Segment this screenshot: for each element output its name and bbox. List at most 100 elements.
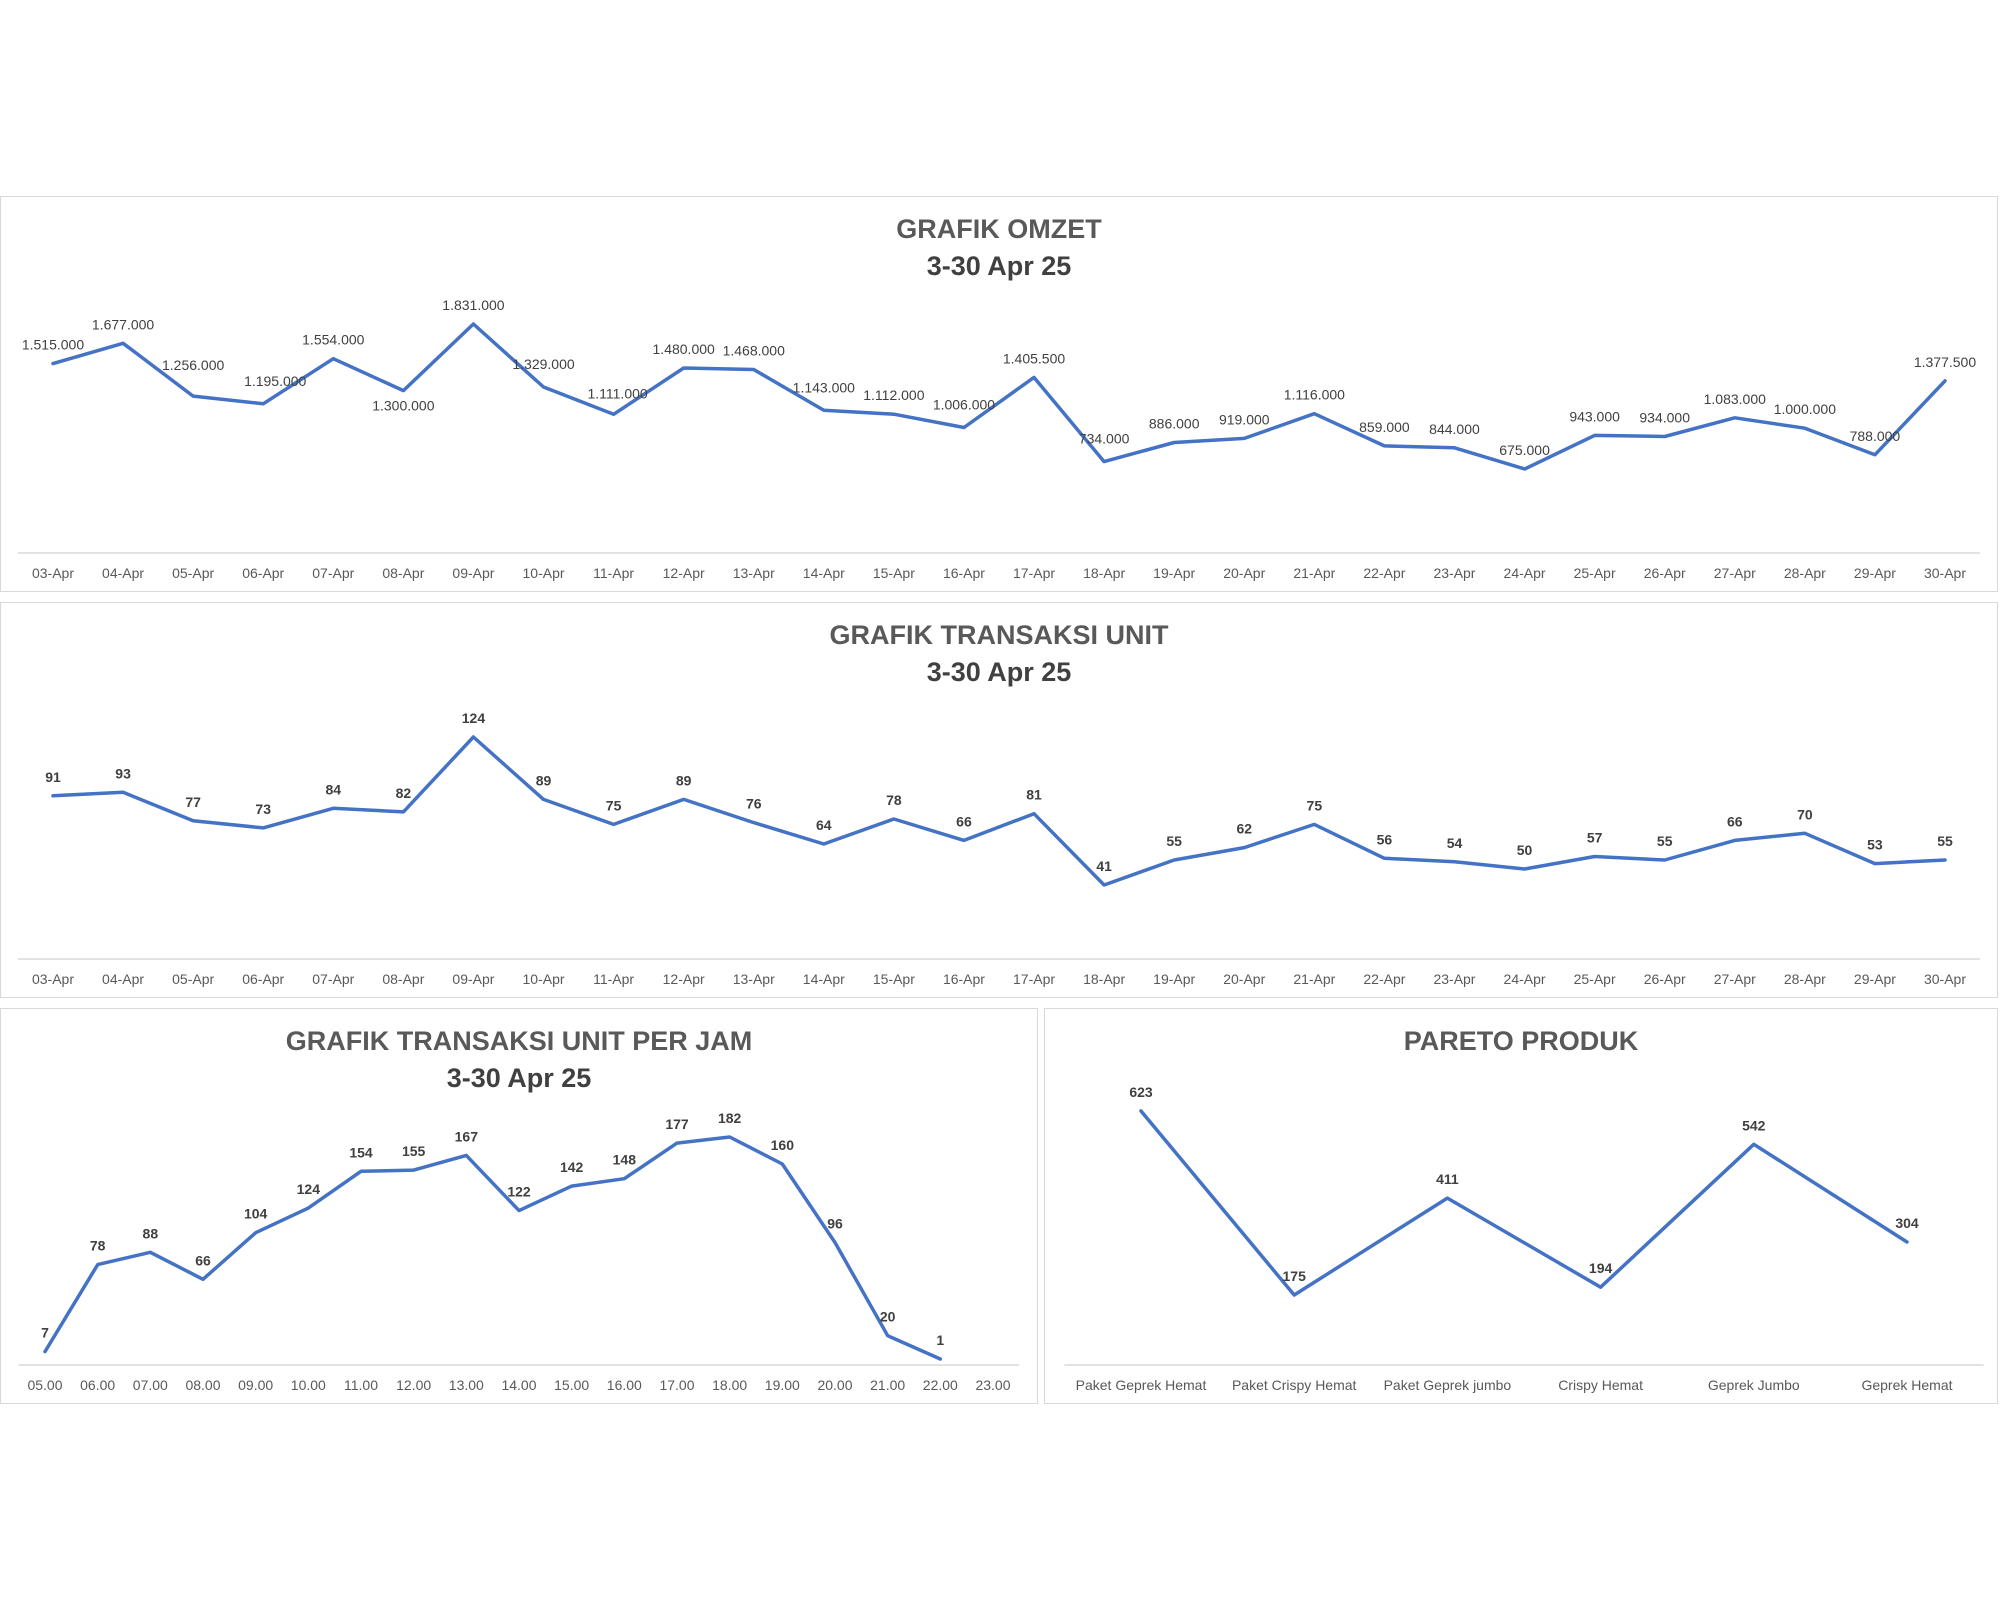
data-label: 142 (560, 1159, 584, 1175)
data-label: 78 (886, 792, 902, 808)
data-label: 1.677.000 (92, 316, 154, 332)
data-label: 62 (1236, 821, 1252, 837)
data-label: 124 (297, 1181, 321, 1197)
x-tick-label: 17.00 (659, 1377, 694, 1393)
chart-subtitle-text: 3-30 Apr 25 (926, 657, 1072, 687)
x-tick-label: 07-Apr (312, 565, 354, 581)
data-label: 194 (1589, 1260, 1613, 1276)
x-tick-label: 19-Apr (1153, 971, 1195, 987)
data-label: 89 (536, 772, 552, 788)
data-label: 93 (115, 765, 131, 781)
x-tick-label: 15.00 (554, 1377, 589, 1393)
x-tick-label: 26-Apr (1644, 971, 1686, 987)
x-tick-label: 20.00 (817, 1377, 852, 1393)
x-tick-label: 19.00 (765, 1377, 800, 1393)
data-label: 1.300.000 (372, 398, 434, 414)
data-label: 91 (45, 769, 61, 785)
x-tick-label: 28-Apr (1784, 971, 1826, 987)
data-label: 1.256.000 (162, 357, 224, 373)
x-tick-label: 30-Apr (1924, 971, 1966, 987)
data-label: 70 (1797, 806, 1813, 822)
x-tick-label: Crispy Hemat (1558, 1377, 1643, 1393)
x-tick-label: 14-Apr (803, 971, 845, 987)
data-label: 76 (746, 796, 762, 812)
x-tick-label: 09.00 (238, 1377, 273, 1393)
x-tick-label: 16-Apr (943, 971, 985, 987)
data-label: 1.000.000 (1774, 401, 1836, 417)
chart-title-unit: GRAFIK TRANSAKSI UNIT 3-30 Apr 25 (1, 617, 1997, 691)
x-tick-label: 08-Apr (382, 971, 424, 987)
data-label: 53 (1867, 837, 1883, 853)
data-label: 1.831.000 (442, 297, 504, 313)
series-line (1139, 1109, 1909, 1297)
x-tick-label: 27-Apr (1714, 565, 1756, 581)
x-tick-label: 08-Apr (382, 565, 424, 581)
data-label: 675.000 (1499, 442, 1550, 458)
data-label: 66 (195, 1252, 211, 1268)
data-label: 1.405.500 (1003, 350, 1065, 366)
data-label: 75 (1307, 797, 1323, 813)
data-label: 788.000 (1850, 428, 1901, 444)
chart-title-pareto: PARETO PRODUK (1045, 1023, 1997, 1060)
chart-panel-jam: GRAFIK TRANSAKSI UNIT PER JAM 3-30 Apr 2… (0, 1008, 1038, 1404)
x-tick-label: 03-Apr (32, 971, 74, 987)
data-label: 66 (1727, 813, 1743, 829)
x-tick-label: Geprek Hemat (1861, 1377, 1952, 1393)
chart-subtitle-text: 3-30 Apr 25 (446, 1063, 592, 1093)
data-label: 304 (1895, 1215, 1919, 1231)
x-tick-label: Paket Geprek jumbo (1384, 1377, 1512, 1393)
x-tick-label: 09-Apr (452, 971, 494, 987)
data-label: 154 (349, 1144, 373, 1160)
data-label: 1.111.000 (587, 385, 647, 401)
chart-panel-pareto: PARETO PRODUK Paket Geprek Hemat Paket Cr… (1044, 1008, 1998, 1404)
data-label: 54 (1447, 835, 1463, 851)
data-label: 1 (936, 1332, 944, 1348)
data-label: 88 (143, 1225, 159, 1241)
chart-title-jam: GRAFIK TRANSAKSI UNIT PER JAM 3-30 Apr 2… (1, 1023, 1037, 1097)
series-line (51, 735, 1947, 887)
x-tick-label: 08.00 (185, 1377, 220, 1393)
data-label: 96 (827, 1215, 843, 1231)
data-label: 919.000 (1219, 411, 1270, 427)
x-tick-label: 18.00 (712, 1377, 747, 1393)
data-label: 78 (90, 1238, 106, 1254)
x-tick-label: 23-Apr (1433, 971, 1475, 987)
chart-title-text: GRAFIK TRANSAKSI UNIT PER JAM (285, 1026, 753, 1056)
x-tick-label: 25-Apr (1574, 971, 1616, 987)
x-tick-label: 05-Apr (172, 971, 214, 987)
data-label: 1.480.000 (653, 341, 715, 357)
x-tick-label: 21-Apr (1293, 565, 1335, 581)
x-tick-label: 24-Apr (1504, 971, 1546, 987)
data-label: 623 (1129, 1084, 1153, 1100)
x-tick-label: 29-Apr (1854, 565, 1896, 581)
data-label: 77 (185, 794, 201, 810)
data-label: 934.000 (1639, 410, 1690, 426)
chart-omzet: 03-Apr 04-Apr 05-Apr 06-Apr 07-Apr 08-Apr 09-A… (17, 297, 1981, 581)
x-tick-label: 21.00 (870, 1377, 905, 1393)
chart-title-text: GRAFIK OMZET (896, 214, 1102, 244)
data-label: 859.000 (1359, 419, 1410, 435)
data-label: 1.377.500 (1914, 354, 1976, 370)
data-label: 122 (507, 1184, 531, 1200)
data-label: 177 (665, 1116, 689, 1132)
x-tick-label: 15-Apr (873, 971, 915, 987)
x-tick-label: 26-Apr (1644, 565, 1686, 581)
x-tick-label: 17-Apr (1013, 971, 1055, 987)
x-tick-label: 29-Apr (1854, 971, 1896, 987)
x-tick-label: 05-Apr (172, 565, 214, 581)
x-tick-label: 12.00 (396, 1377, 431, 1393)
chart-title-text: PARETO PRODUK (1403, 1026, 1639, 1056)
x-tick-label: 10-Apr (523, 971, 565, 987)
data-label: 57 (1587, 829, 1603, 845)
data-label: 50 (1517, 842, 1533, 858)
data-label: 411 (1436, 1171, 1459, 1187)
data-label: 1.195.000 (244, 373, 306, 389)
x-tick-label: 04-Apr (102, 971, 144, 987)
chart-panel-unit: GRAFIK TRANSAKSI UNIT 3-30 Apr 25 03-Apr… (0, 602, 1998, 998)
chart-title-text: GRAFIK TRANSAKSI UNIT (829, 620, 1169, 650)
x-tick-label: 03-Apr (32, 565, 74, 581)
x-tick-label: 16.00 (607, 1377, 642, 1393)
chart-unit: 03-Apr 04-Apr 05-Apr 06-Apr 07-Apr 08-Apr 09-A… (17, 710, 1981, 987)
data-label: 1.329.000 (512, 356, 574, 372)
x-tick-label: 30-Apr (1924, 565, 1966, 581)
